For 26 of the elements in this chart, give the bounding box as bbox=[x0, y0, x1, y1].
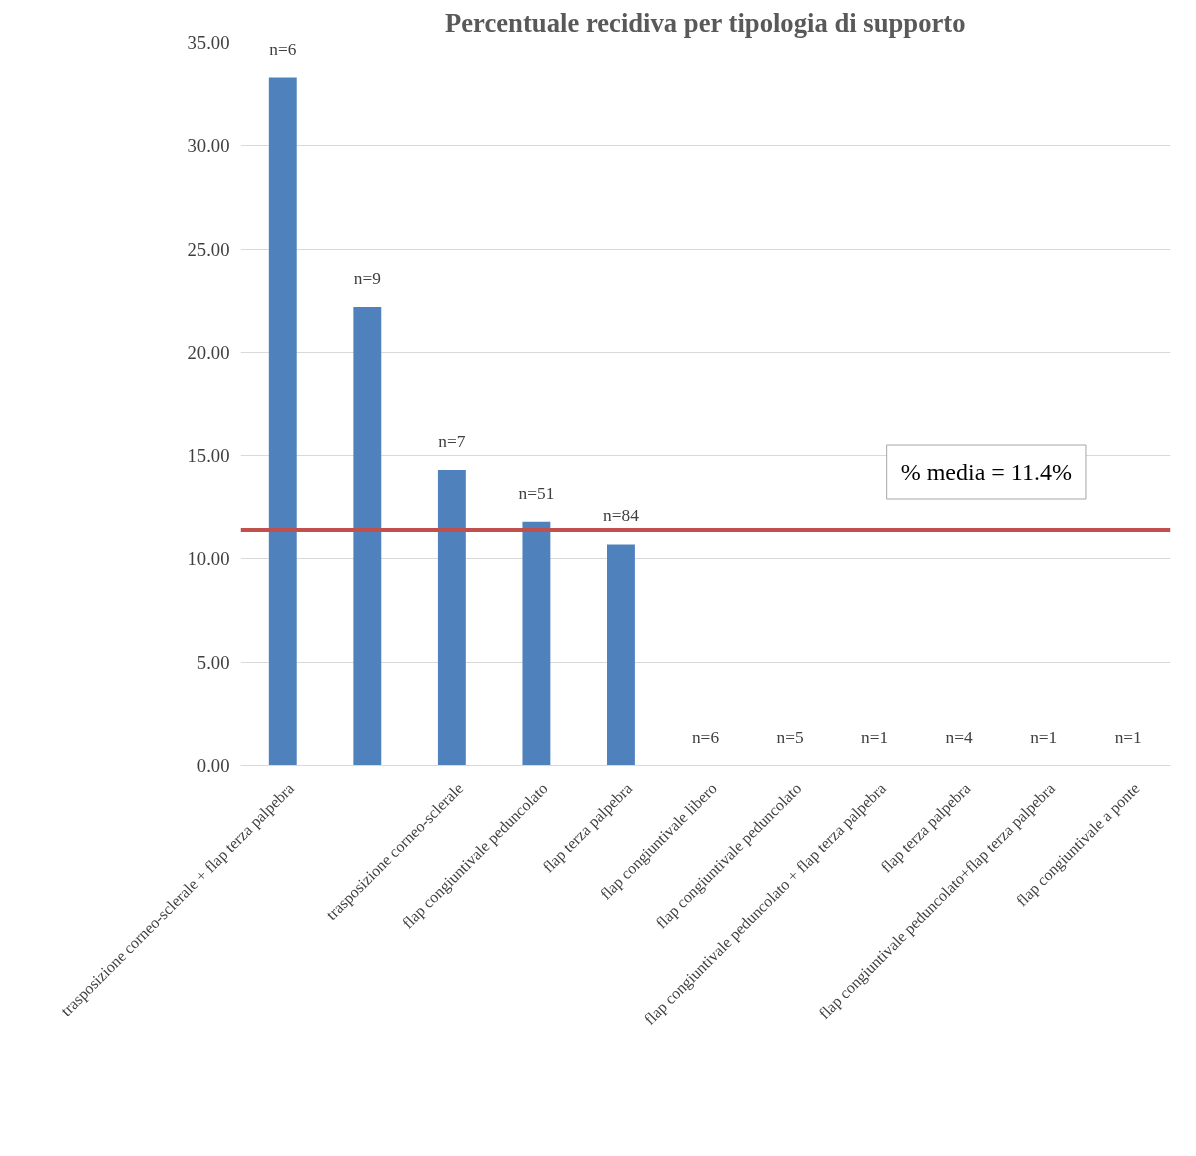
y-tick-label: 10.00 bbox=[187, 548, 230, 570]
annotation: n=6 bbox=[269, 39, 297, 59]
bar bbox=[437, 470, 466, 766]
y-tick-label: 25.00 bbox=[187, 238, 230, 260]
annotation: n=51 bbox=[518, 483, 555, 503]
y-tick-label: 30.00 bbox=[187, 135, 230, 157]
y-tick-label: 5.00 bbox=[196, 651, 230, 673]
annotation: n=1 bbox=[1114, 727, 1142, 747]
annotation: n=1 bbox=[1030, 727, 1058, 747]
annotation: n=6 bbox=[691, 727, 720, 747]
bar bbox=[522, 521, 551, 766]
annotation: n=5 bbox=[776, 727, 804, 747]
bar bbox=[353, 306, 382, 766]
y-tick-label: 0.00 bbox=[196, 755, 230, 776]
annotation: n=84 bbox=[603, 506, 640, 526]
annotation: n=4 bbox=[945, 727, 974, 747]
bar bbox=[268, 77, 297, 766]
annotation: n=7 bbox=[438, 432, 466, 452]
ref-line-label: % media = 11.4% bbox=[900, 459, 1072, 486]
y-tick-label: 35.00 bbox=[187, 32, 230, 53]
y-tick-label: 15.00 bbox=[187, 445, 230, 467]
y-tick-label: 20.00 bbox=[187, 341, 230, 363]
chart-title: Percentuale recidiva per tipologia di supporto bbox=[445, 7, 966, 38]
annotation: n=1 bbox=[861, 727, 889, 747]
annotation: n=9 bbox=[353, 268, 381, 288]
bar bbox=[607, 544, 635, 766]
